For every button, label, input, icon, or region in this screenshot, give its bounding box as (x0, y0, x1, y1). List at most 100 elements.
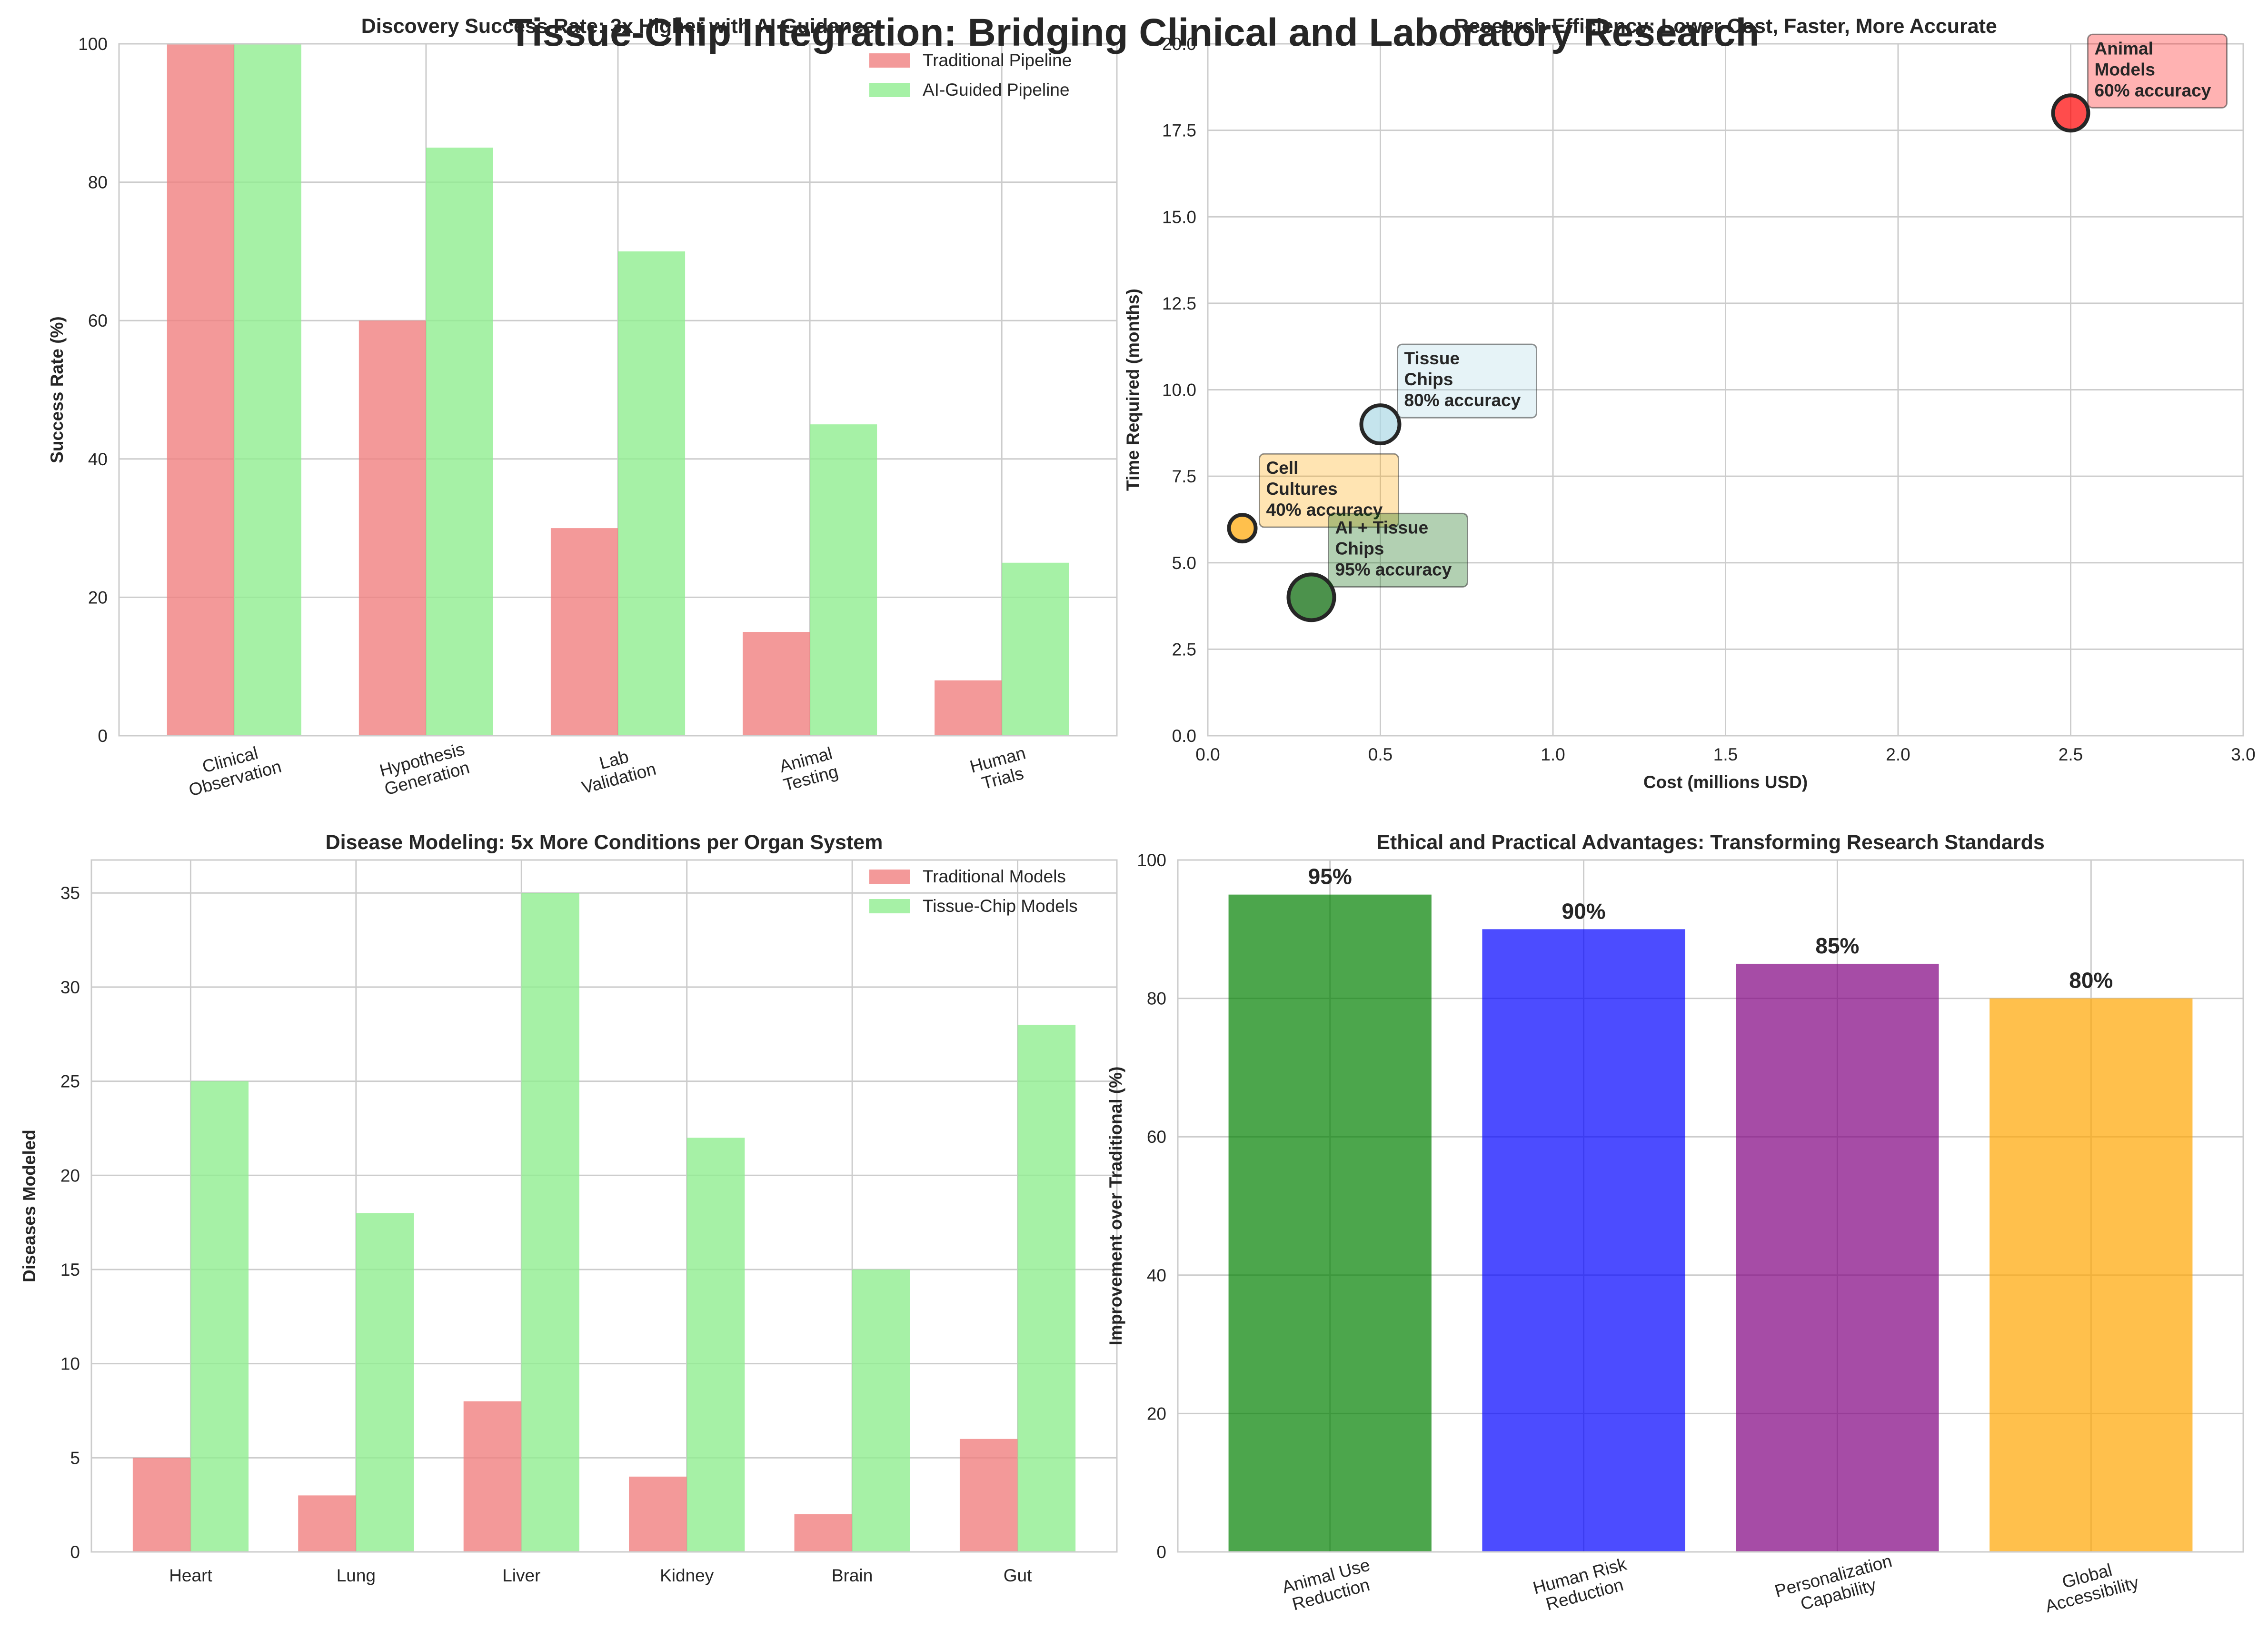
bar-traditional-models-4 (794, 1514, 853, 1552)
legend: Traditional Pipeline AI-Guided Pipeline (869, 50, 1072, 100)
y-axis-label: Success Rate (%) (47, 316, 67, 463)
y-axis-label: Diseases Modeled (20, 1130, 39, 1282)
x-tick-label: 0.5 (1368, 745, 1393, 764)
x-tick-label: 3.0 (2231, 745, 2255, 764)
y-tick-label: 60 (1147, 1127, 1166, 1147)
bar-traditional-pipeline-1 (358, 320, 426, 736)
annotation-box (1397, 343, 1537, 419)
legend-label: Traditional Pipeline (923, 50, 1072, 70)
bar-traditional-pipeline-3 (743, 632, 810, 736)
axes-frame (1207, 43, 2244, 737)
bar-ai-guided-pipeline-1 (426, 147, 493, 736)
bar-tissue-chip-models-2 (521, 893, 579, 1552)
x-tick-label: 1.0 (1541, 745, 1565, 764)
x-tick-label: Liver (502, 1566, 540, 1585)
bar-traditional-pipeline-2 (550, 528, 618, 736)
y-tick-label: 2.5 (1172, 640, 1196, 659)
data-label: 90% (1562, 899, 1606, 923)
y-tick-label: 30 (60, 978, 80, 997)
x-tick-label: 1.5 (1713, 745, 1738, 764)
bar-traditional-pipeline-0 (167, 44, 234, 736)
bar-value-3 (1989, 998, 2193, 1552)
x-tick-label: Gut (1004, 1566, 1032, 1585)
bar-ai-guided-pipeline-3 (810, 424, 877, 736)
y-tick-label: 40 (88, 450, 108, 469)
scatter-point-1 (1227, 513, 1258, 544)
legend-swatch (869, 83, 910, 97)
y-tick-label: 20 (60, 1166, 80, 1185)
y-tick-label: 20 (1147, 1404, 1166, 1423)
panel-3: 0 5 10 15 20 25 30 35 Heart Lung Liver Kidney Brain G… (20, 831, 1118, 1585)
annotation-label: AI + Tissue Chips 95% accuracy (1335, 518, 1452, 579)
y-tick-label: 0 (70, 1542, 80, 1562)
legend: Traditional Models Tissue-Chip Models (869, 867, 1078, 916)
x-axis-label: Cost (millions USD) (1643, 772, 1808, 792)
data-label: 80% (2069, 968, 2113, 993)
panel-title: Discovery Success Rate: 3x Higher with A… (361, 15, 875, 38)
y-tick-label: 15 (60, 1260, 80, 1280)
annotation-label: Animal Models 60% accuracy (2095, 39, 2211, 100)
legend-swatch (869, 53, 910, 68)
annotation-box (1328, 512, 1468, 588)
figure-title: Tissue-Chip Integration: Bridging Clinic… (508, 11, 1759, 54)
data-label: 85% (1815, 933, 1859, 958)
legend-label: Tissue-Chip Models (923, 896, 1078, 916)
y-tick-label: 10 (60, 1354, 80, 1374)
axes-frame (118, 43, 1118, 737)
y-tick-label: 40 (1147, 1266, 1166, 1285)
y-tick-label: 5.0 (1172, 553, 1196, 573)
bar-value-0 (1228, 894, 1432, 1552)
y-tick-label: 35 (60, 883, 80, 903)
bar-ai-guided-pipeline-0 (234, 44, 301, 736)
y-tick-label: 0 (1156, 1542, 1166, 1562)
y-tick-label: 0 (98, 726, 108, 746)
y-tick-label: 60 (88, 311, 108, 330)
panel-title: Disease Modeling: 5x More Conditions per… (326, 831, 883, 854)
y-tick-label: 80 (1147, 989, 1166, 1009)
y-tick-label: 15.0 (1162, 207, 1196, 227)
scatter-point-0 (2051, 93, 2090, 133)
data-label: 95% (1308, 864, 1352, 889)
y-tick-label: 80 (88, 173, 108, 192)
legend-label: Traditional Models (923, 867, 1066, 886)
x-tick-label: 2.5 (2059, 745, 2083, 764)
panel-2: 0.0 0.5 1.0 1.5 2.0 2.5 3.0 0.0 2.5 5.0 7.5 10.0 12.… (1123, 15, 2256, 792)
x-tick-label: 2.0 (1886, 745, 1910, 764)
x-tick-label: Lung (337, 1566, 376, 1585)
bar-tissue-chip-models-1 (356, 1213, 414, 1552)
y-tick-label: 17.5 (1162, 121, 1196, 140)
x-tick-label: 0.0 (1195, 745, 1220, 764)
y-tick-label: 7.5 (1172, 467, 1196, 486)
x-tick-label: Heart (169, 1566, 212, 1585)
annotation-box (2087, 33, 2228, 109)
bar-ai-guided-pipeline-2 (618, 251, 686, 736)
legend-swatch (869, 870, 910, 884)
y-axis-label: Time Required (months) (1123, 289, 1143, 491)
bar-traditional-models-0 (132, 1458, 191, 1552)
y-tick-label: 20 (88, 588, 108, 607)
plot-area (91, 860, 1117, 1552)
x-tick-label: Brain (832, 1566, 873, 1585)
panel-title: Research Efficiency: Lower Cost, Faster,… (1454, 15, 1997, 38)
axes-frame (90, 859, 1118, 1553)
bar-tissue-chip-models-5 (1017, 1024, 1076, 1552)
y-axis-label: Improvement over Traditional (%) (1106, 1067, 1125, 1346)
y-tick-label: 0.0 (1172, 726, 1196, 746)
y-tick-label: 25 (60, 1072, 80, 1091)
bar-ai-guided-pipeline-4 (1002, 562, 1069, 736)
legend-swatch (869, 899, 910, 913)
bar-traditional-pipeline-4 (935, 680, 1002, 736)
y-tick-label: 100 (78, 34, 108, 54)
annotation-label: Cell Cultures 40% accuracy (1266, 458, 1383, 520)
y-tick-label: 5 (70, 1448, 80, 1468)
axes-frame (1177, 859, 2244, 1553)
bar-traditional-models-1 (298, 1495, 356, 1552)
scatter-point-3 (1286, 572, 1336, 622)
legend-label: AI-Guided Pipeline (923, 80, 1070, 100)
bar-tissue-chip-models-4 (852, 1269, 910, 1552)
x-tick-label: Kidney (660, 1566, 714, 1585)
